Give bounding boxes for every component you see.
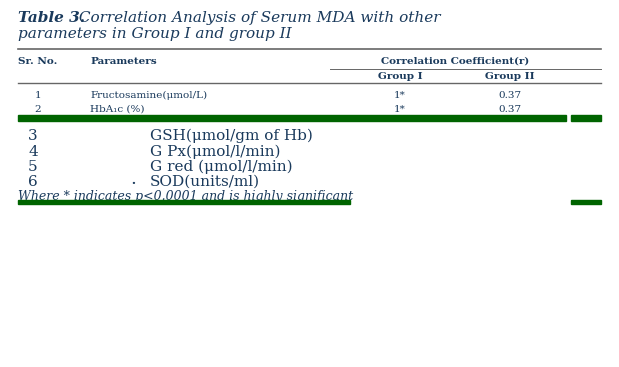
Text: 1*: 1* [394,91,406,100]
Text: parameters in Group I and group II: parameters in Group I and group II [18,27,292,41]
Text: Table 3.: Table 3. [18,11,85,25]
Text: 0.37: 0.37 [498,91,522,100]
Bar [18,200,350,204]
Text: Group II: Group II [485,72,535,81]
Text: G Px(μmol/l/min): G Px(μmol/l/min) [150,145,280,159]
Text: 4: 4 [28,145,38,159]
Text: 1*: 1* [394,105,406,114]
Text: Where * indicates p<0.0001 and is highly significant: Where * indicates p<0.0001 and is highly… [18,190,353,203]
Text: Fructosamine(μmol/L): Fructosamine(μmol/L) [90,91,207,100]
Text: Correlation Analysis of Serum MDA with other: Correlation Analysis of Serum MDA with o… [74,11,441,25]
Bar [18,115,566,121]
Text: 0.37: 0.37 [498,105,522,114]
Text: 1: 1 [35,91,41,100]
Text: SOD(units/ml): SOD(units/ml) [150,175,260,189]
Text: GSH(μmol/gm of Hb): GSH(μmol/gm of Hb) [150,129,313,143]
Text: 6: 6 [28,175,38,189]
Text: 2: 2 [35,105,41,114]
Text: HbA₁c (%): HbA₁c (%) [90,105,144,114]
Text: G red (μmol/l/min): G red (μmol/l/min) [150,160,293,174]
Text: 3: 3 [28,129,38,143]
Text: Parameters: Parameters [90,57,157,66]
Bar [571,115,601,121]
Text: Group I: Group I [378,72,422,81]
Text: Sr. No.: Sr. No. [19,57,58,66]
Text: 5: 5 [28,160,38,174]
Text: Correlation Coefficient(r): Correlation Coefficient(r) [381,57,529,66]
Text: .: . [130,170,136,188]
Bar [571,200,601,204]
